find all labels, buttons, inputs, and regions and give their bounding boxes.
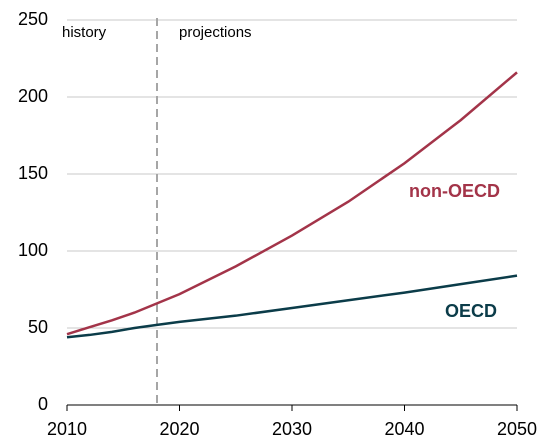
annotation: history [62,24,107,41]
y-tick-label: 100 [18,240,48,260]
x-tick-label: 2010 [47,419,87,439]
y-tick-label: 200 [18,86,48,106]
series-label: non-OECD [409,181,500,201]
x-tick-label: 2020 [159,419,199,439]
line-series [66,274,518,339]
x-tick-label: 2030 [272,419,312,439]
y-tick-label: 150 [18,163,48,183]
y-tick-label: 50 [28,317,48,337]
annotation: projections [179,24,252,41]
x-tick-label: 2050 [497,419,537,439]
line-series [66,71,518,336]
series-label: OECD [445,301,497,321]
x-tick-label: 2040 [384,419,424,439]
y-tick-label: 0 [38,394,48,414]
y-tick-label: 250 [18,9,48,29]
